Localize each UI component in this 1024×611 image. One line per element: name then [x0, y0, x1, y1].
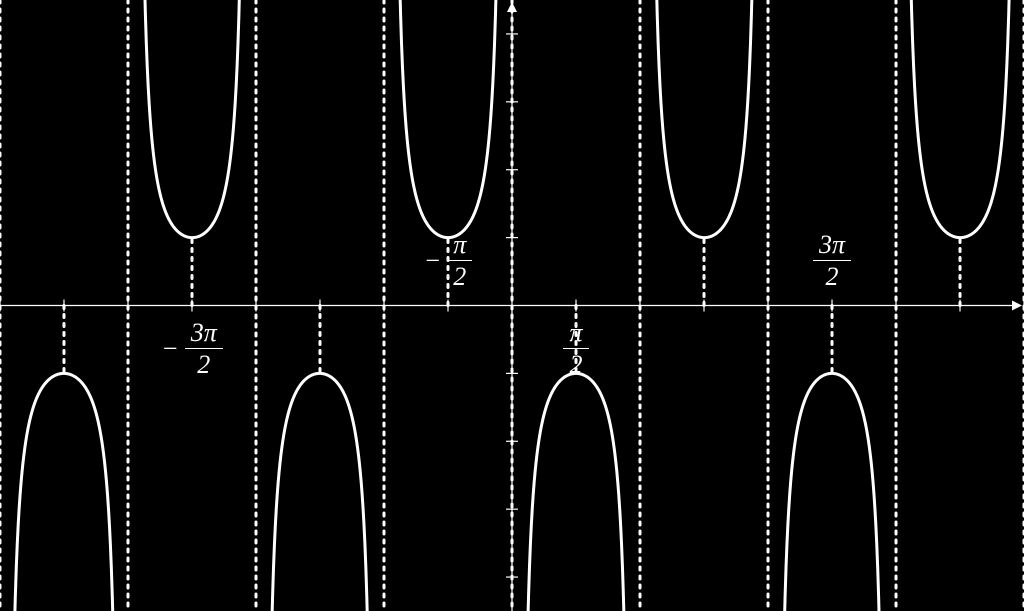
- minus-sign: −: [161, 334, 179, 364]
- label-pi-2: π2: [536, 320, 616, 378]
- denominator: 2: [813, 261, 851, 290]
- denominator: 2: [447, 261, 472, 290]
- label-3pi-2: 3π2: [792, 232, 872, 290]
- numerator: 3π: [813, 232, 851, 261]
- numerator: π: [447, 232, 472, 261]
- label-neg-pi-2: −π2: [408, 232, 488, 290]
- secant-chart: −3π2 −π2 π2 3π2: [0, 0, 1024, 611]
- denominator: 2: [185, 349, 223, 378]
- label-neg-3pi-2: −3π2: [152, 320, 232, 378]
- minus-sign: −: [424, 246, 442, 276]
- numerator: π: [563, 320, 588, 349]
- denominator: 2: [563, 349, 588, 378]
- chart-svg: [0, 0, 1024, 611]
- numerator: 3π: [185, 320, 223, 349]
